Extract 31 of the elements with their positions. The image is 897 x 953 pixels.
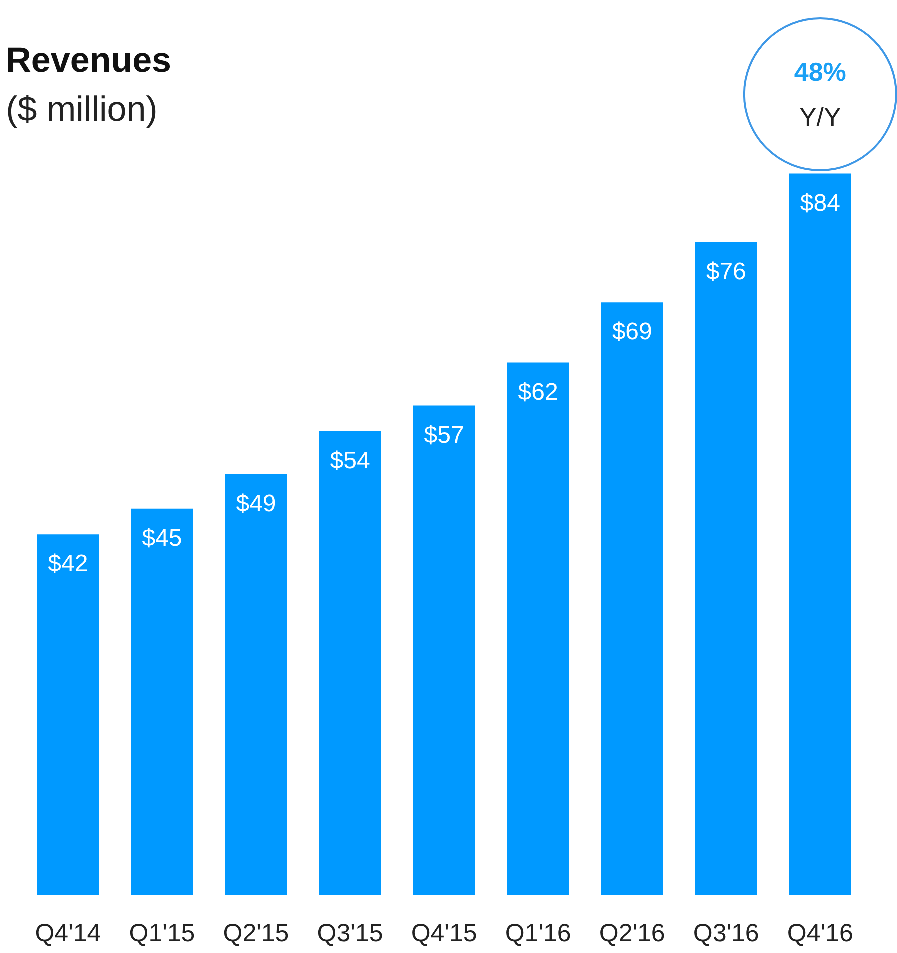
x-tick-label: Q3'15 xyxy=(317,920,384,948)
x-tick-label: Q2'15 xyxy=(223,920,290,948)
chart-title: Revenues xyxy=(6,40,172,80)
text: Y/Y xyxy=(799,102,842,132)
bar xyxy=(601,302,664,896)
x-tick-label: Q1'16 xyxy=(505,920,572,948)
text: 48% xyxy=(794,57,846,88)
data-label: $45 xyxy=(142,524,182,552)
bar xyxy=(695,242,758,896)
x-tick-label: Q2'16 xyxy=(599,920,666,948)
bar xyxy=(413,406,476,896)
bar xyxy=(225,474,288,896)
x-tick-label: Q3'16 xyxy=(693,920,760,948)
bar xyxy=(37,534,100,896)
data-label: $42 xyxy=(48,550,88,578)
chart-subtitle: ($ million) xyxy=(6,90,158,129)
bar xyxy=(789,174,852,896)
data-label: $57 xyxy=(424,422,464,449)
bar xyxy=(507,362,570,896)
data-label: $49 xyxy=(236,490,276,518)
data-label: $54 xyxy=(330,448,370,475)
data-label: $62 xyxy=(518,378,558,406)
bar xyxy=(319,432,382,896)
x-tick-label: Q4'14 xyxy=(35,920,102,948)
x-tick-label: Q4'15 xyxy=(411,920,478,948)
data-label: $84 xyxy=(800,190,840,217)
data-label: $76 xyxy=(706,258,746,286)
x-tick-label: Q4'16 xyxy=(787,920,854,948)
x-tick-label: Q1'15 xyxy=(129,920,196,948)
data-label: $69 xyxy=(612,318,652,346)
bar xyxy=(131,508,194,896)
